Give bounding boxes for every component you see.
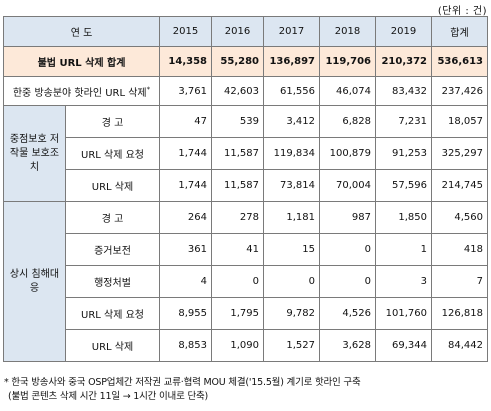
- table-row: URL 삭제 요청 8,955 1,795 9,782 4,526 101,76…: [4, 297, 488, 330]
- table-cell: 136,897: [263, 46, 320, 77]
- table-cell: 6,828: [319, 105, 376, 138]
- table-cell: 57,596: [375, 169, 432, 202]
- hanjung-hotline-row: 한중 방송분야 핫라인 URL 삭제* 3,761 42,603 61,556 …: [3, 76, 488, 106]
- table-cell: 325,297: [431, 137, 488, 170]
- header-year: 2015: [159, 16, 212, 47]
- table-cell: 70,004: [319, 169, 376, 202]
- table-cell: 278: [211, 201, 264, 234]
- table-cell: 8,853: [159, 329, 212, 362]
- table-row: URL 삭제 1,744 11,587 73,814 70,004 57,596…: [4, 169, 488, 202]
- total-row-label: 불법 URL 삭제 합계: [3, 46, 160, 77]
- table-cell: 7: [431, 265, 488, 298]
- table-cell: 987: [319, 201, 376, 234]
- table-cell: 47: [159, 105, 212, 138]
- table-cell: 418: [431, 233, 488, 266]
- row-label: URL 삭제: [65, 169, 160, 202]
- table-cell: 84,442: [431, 329, 488, 362]
- table-cell: 91,253: [375, 137, 432, 170]
- copyright-statistics-table: 연 도 2015 2016 2017 2018 2019 합계 불법 URL 삭…: [3, 16, 488, 362]
- row-label: 경 고: [65, 105, 160, 138]
- table-cell: 73,814: [263, 169, 320, 202]
- china-group-label: 중점보호 저작물 보호조치: [3, 105, 66, 202]
- table-cell: 119,706: [319, 46, 376, 77]
- table-cell: 101,760: [375, 297, 432, 330]
- table-cell: 3: [375, 265, 432, 298]
- table-cell: 1,744: [159, 137, 212, 170]
- header-year: 2016: [211, 16, 264, 47]
- table-cell: 14,358: [159, 46, 212, 77]
- table-cell: 15: [263, 233, 320, 266]
- table-cell: 41: [211, 233, 264, 266]
- footnote-line: * 한국 방송사와 중국 OSP업체간 저작권 교류·협력 MOU 체결('15…: [4, 377, 361, 388]
- row-label: URL 삭제 요청: [65, 297, 160, 330]
- unit-note: (단위 : 건): [437, 6, 487, 17]
- table-cell: 4: [159, 265, 212, 298]
- table-cell: 55,280: [211, 46, 264, 77]
- table-cell: 11,587: [211, 169, 264, 202]
- table-cell: 264: [159, 201, 212, 234]
- table-cell: 1,090: [211, 329, 264, 362]
- table-row: URL 삭제 요청 1,744 11,587 119,834 100,879 9…: [4, 137, 488, 170]
- table-cell: 3,761: [159, 76, 212, 106]
- total-row: 불법 URL 삭제 합계 14,358 55,280 136,897 119,7…: [3, 46, 488, 77]
- table-cell: 69,344: [375, 329, 432, 362]
- table-cell: 83,432: [375, 76, 432, 106]
- table-cell: 42,603: [211, 76, 264, 106]
- header-category: 연 도: [3, 16, 160, 47]
- header-year: 2018: [319, 16, 376, 47]
- footnote: * 한국 방송사와 중국 OSP업체간 저작권 교류·협력 MOU 체결('15…: [4, 376, 488, 404]
- table-cell: 1,795: [211, 297, 264, 330]
- table-cell: 0: [263, 265, 320, 298]
- table-cell: 1: [375, 233, 432, 266]
- table-cell: 7,231: [375, 105, 432, 138]
- table-row: URL 삭제 8,853 1,090 1,527 3,628 69,344 84…: [4, 329, 488, 362]
- table-row: 증거보전 361 41 15 0 1 418: [4, 233, 488, 266]
- row-label: 경 고: [65, 201, 160, 234]
- table-cell: 1,744: [159, 169, 212, 202]
- table-cell: 11,587: [211, 137, 264, 170]
- table-cell: 539: [211, 105, 264, 138]
- table-row: 행정처벌 4 0 0 0 3 7: [4, 265, 488, 298]
- table-row: 상시 침해대응 경 고 264 278 1,181 987 1,850 4,56…: [3, 201, 488, 362]
- table-cell: 237,426: [431, 76, 488, 106]
- table-cell: 61,556: [263, 76, 320, 106]
- table-cell: 4,560: [431, 201, 488, 234]
- table-cell: 100,879: [319, 137, 376, 170]
- table-cell: 1,850: [375, 201, 432, 234]
- header-row: 연 도 2015 2016 2017 2018 2019 합계: [3, 16, 488, 47]
- table-cell: 126,818: [431, 297, 488, 330]
- row-label: 증거보전: [65, 233, 160, 266]
- table-cell: 361: [159, 233, 212, 266]
- header-total: 합계: [431, 16, 488, 47]
- table-cell: 1,181: [263, 201, 320, 234]
- row-label: URL 삭제: [65, 329, 160, 362]
- regular-group-label: 상시 침해대응: [3, 201, 66, 362]
- table-cell: 0: [319, 265, 376, 298]
- table-cell: 119,834: [263, 137, 320, 170]
- table-row: 중점보호 저작물 보호조치 경 고 47 539 3,412 6,828 7,2…: [3, 105, 488, 202]
- table-cell: 8,955: [159, 297, 212, 330]
- table-cell: 9,782: [263, 297, 320, 330]
- table-cell: 210,372: [375, 46, 432, 77]
- hanjung-row-label: 한중 방송분야 핫라인 URL 삭제*: [3, 76, 160, 106]
- table-cell: 0: [319, 233, 376, 266]
- header-year: 2019: [375, 16, 432, 47]
- table-cell: 18,057: [431, 105, 488, 138]
- table-cell: 1,527: [263, 329, 320, 362]
- row-label: 행정처벌: [65, 265, 160, 298]
- footnote-line: (불법 콘텐츠 삭제 시간 11일 → 1시간 이내로 단축): [8, 391, 209, 402]
- header-year: 2017: [263, 16, 320, 47]
- row-label: URL 삭제 요청: [65, 137, 160, 170]
- footnote-mark: *: [146, 85, 151, 94]
- table-cell: 214,745: [431, 169, 488, 202]
- table-cell: 46,074: [319, 76, 376, 106]
- table-cell: 4,526: [319, 297, 376, 330]
- table-cell: 3,628: [319, 329, 376, 362]
- table-cell: 0: [211, 265, 264, 298]
- table-cell: 3,412: [263, 105, 320, 138]
- table-cell: 536,613: [431, 46, 488, 77]
